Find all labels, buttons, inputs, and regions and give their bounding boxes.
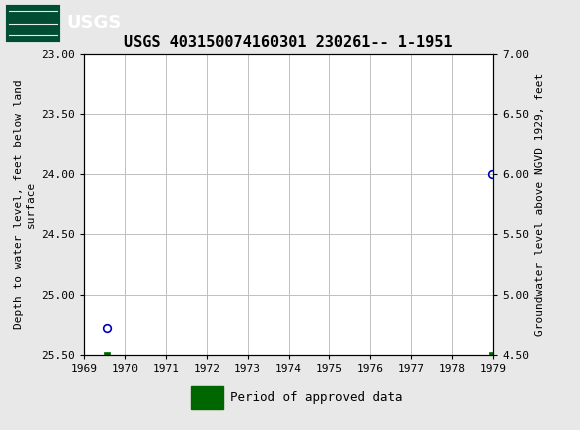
FancyBboxPatch shape: [5, 3, 60, 42]
Y-axis label: Depth to water level, feet below land
surface: Depth to water level, feet below land su…: [14, 80, 36, 329]
Bar: [191, 386, 223, 409]
Title: USGS 403150074160301 230261-- 1-1951: USGS 403150074160301 230261-- 1-1951: [124, 35, 453, 50]
Y-axis label: Groundwater level above NGVD 1929, feet: Groundwater level above NGVD 1929, feet: [535, 73, 545, 336]
Text: Period of approved data: Period of approved data: [230, 391, 402, 404]
Text: USGS: USGS: [67, 14, 122, 31]
